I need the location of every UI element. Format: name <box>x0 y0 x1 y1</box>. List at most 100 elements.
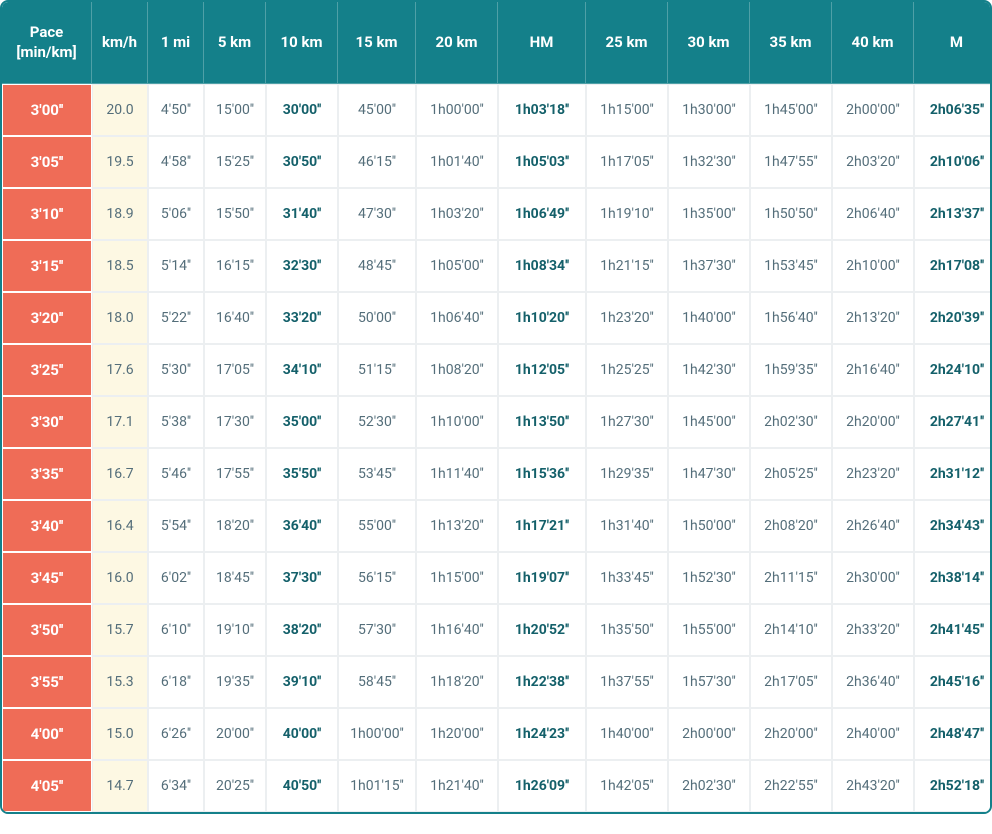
cell-km15: 1h01'15'' <box>338 760 416 812</box>
cell-km35: 1h45'00'' <box>750 84 832 136</box>
cell-km15: 47'30'' <box>338 188 416 240</box>
cell-km10: 34'10'' <box>266 344 338 396</box>
cell-kmh: 17.1 <box>92 396 148 448</box>
cell-m: 2h34'43'' <box>914 500 992 552</box>
col-header-hm: HM <box>498 2 586 84</box>
cell-hm: 1h08'34'' <box>498 240 586 292</box>
cell-km20: 1h15'00'' <box>416 552 498 604</box>
table-row: 3'45''16.06'02''18'45''37'30''56'15''1h1… <box>2 552 992 604</box>
cell-km20: 1h16'40'' <box>416 604 498 656</box>
cell-km5: 17'55'' <box>204 448 266 500</box>
cell-km30: 1h55'00'' <box>668 604 750 656</box>
cell-km20: 1h18'20'' <box>416 656 498 708</box>
cell-pace: 4'05'' <box>2 760 92 812</box>
cell-m: 2h45'16'' <box>914 656 992 708</box>
col-header-km30: 30 km <box>668 2 750 84</box>
cell-hm: 1h12'05'' <box>498 344 586 396</box>
cell-pace: 3'00'' <box>2 84 92 136</box>
cell-km25: 1h29'35'' <box>586 448 668 500</box>
cell-mi1: 4'50'' <box>148 84 204 136</box>
cell-km10: 32'30'' <box>266 240 338 292</box>
cell-km30: 1h47'30'' <box>668 448 750 500</box>
cell-km25: 1h37'55'' <box>586 656 668 708</box>
cell-hm: 1h17'21'' <box>498 500 586 552</box>
cell-km10: 40'00'' <box>266 708 338 760</box>
cell-km25: 1h21'15'' <box>586 240 668 292</box>
cell-km40: 2h20'00'' <box>832 396 914 448</box>
cell-km10: 38'20'' <box>266 604 338 656</box>
cell-km30: 1h57'30'' <box>668 656 750 708</box>
col-header-km35: 35 km <box>750 2 832 84</box>
cell-kmh: 16.4 <box>92 500 148 552</box>
cell-kmh: 19.5 <box>92 136 148 188</box>
cell-km35: 1h59'35'' <box>750 344 832 396</box>
cell-km20: 1h20'00'' <box>416 708 498 760</box>
cell-kmh: 14.7 <box>92 760 148 812</box>
cell-km30: 2h02'30'' <box>668 760 750 812</box>
cell-km20: 1h13'20'' <box>416 500 498 552</box>
cell-km25: 1h19'10'' <box>586 188 668 240</box>
cell-km40: 2h23'20'' <box>832 448 914 500</box>
cell-kmh: 18.0 <box>92 292 148 344</box>
cell-mi1: 5'22'' <box>148 292 204 344</box>
table-row: 3'50''15.76'10''19'10''38'20''57'30''1h1… <box>2 604 992 656</box>
cell-km35: 1h47'55'' <box>750 136 832 188</box>
cell-km30: 2h00'00'' <box>668 708 750 760</box>
col-header-km20: 20 km <box>416 2 498 84</box>
table-body: 3'00''20.04'50''15'00''30'00''45'00''1h0… <box>2 84 992 812</box>
cell-km5: 15'25'' <box>204 136 266 188</box>
cell-pace: 3'20'' <box>2 292 92 344</box>
cell-mi1: 5'06'' <box>148 188 204 240</box>
cell-km15: 55'00'' <box>338 500 416 552</box>
cell-km20: 1h03'20'' <box>416 188 498 240</box>
cell-mi1: 5'38'' <box>148 396 204 448</box>
cell-hm: 1h26'09'' <box>498 760 586 812</box>
cell-m: 2h13'37'' <box>914 188 992 240</box>
table-row: 3'35''16.75'46''17'55''35'50''53'45''1h1… <box>2 448 992 500</box>
cell-mi1: 5'46'' <box>148 448 204 500</box>
cell-km15: 46'15'' <box>338 136 416 188</box>
cell-hm: 1h06'49'' <box>498 188 586 240</box>
cell-km40: 2h00'00'' <box>832 84 914 136</box>
cell-km25: 1h42'05'' <box>586 760 668 812</box>
cell-km15: 45'00'' <box>338 84 416 136</box>
cell-km35: 2h14'10'' <box>750 604 832 656</box>
cell-km30: 1h42'30'' <box>668 344 750 396</box>
cell-m: 2h48'47'' <box>914 708 992 760</box>
cell-km5: 17'05'' <box>204 344 266 396</box>
cell-km10: 31'40'' <box>266 188 338 240</box>
table-row: 3'10''18.95'06''15'50''31'40''47'30''1h0… <box>2 188 992 240</box>
col-header-km10: 10 km <box>266 2 338 84</box>
col-header-km15: 15 km <box>338 2 416 84</box>
cell-hm: 1h03'18'' <box>498 84 586 136</box>
cell-km10: 37'30'' <box>266 552 338 604</box>
cell-hm: 1h10'20'' <box>498 292 586 344</box>
cell-km30: 1h50'00'' <box>668 500 750 552</box>
cell-km10: 33'20'' <box>266 292 338 344</box>
cell-hm: 1h05'03'' <box>498 136 586 188</box>
cell-km20: 1h08'20'' <box>416 344 498 396</box>
cell-km35: 1h50'50'' <box>750 188 832 240</box>
cell-km5: 18'20'' <box>204 500 266 552</box>
cell-pace: 3'55'' <box>2 656 92 708</box>
cell-km15: 51'15'' <box>338 344 416 396</box>
col-header-kmh: km/h <box>92 2 148 84</box>
cell-mi1: 5'54'' <box>148 500 204 552</box>
cell-km20: 1h11'40'' <box>416 448 498 500</box>
cell-km20: 1h01'40'' <box>416 136 498 188</box>
table-row: 3'25''17.65'30''17'05''34'10''51'15''1h0… <box>2 344 992 396</box>
cell-kmh: 16.0 <box>92 552 148 604</box>
cell-kmh: 15.0 <box>92 708 148 760</box>
cell-km30: 1h37'30'' <box>668 240 750 292</box>
cell-km15: 50'00'' <box>338 292 416 344</box>
cell-km10: 30'50'' <box>266 136 338 188</box>
cell-km25: 1h40'00'' <box>586 708 668 760</box>
cell-km30: 1h45'00'' <box>668 396 750 448</box>
cell-km15: 56'15'' <box>338 552 416 604</box>
cell-km10: 40'50'' <box>266 760 338 812</box>
cell-km5: 19'10'' <box>204 604 266 656</box>
cell-km20: 1h05'00'' <box>416 240 498 292</box>
cell-km5: 16'15'' <box>204 240 266 292</box>
cell-km15: 1h00'00'' <box>338 708 416 760</box>
cell-pace: 3'40'' <box>2 500 92 552</box>
